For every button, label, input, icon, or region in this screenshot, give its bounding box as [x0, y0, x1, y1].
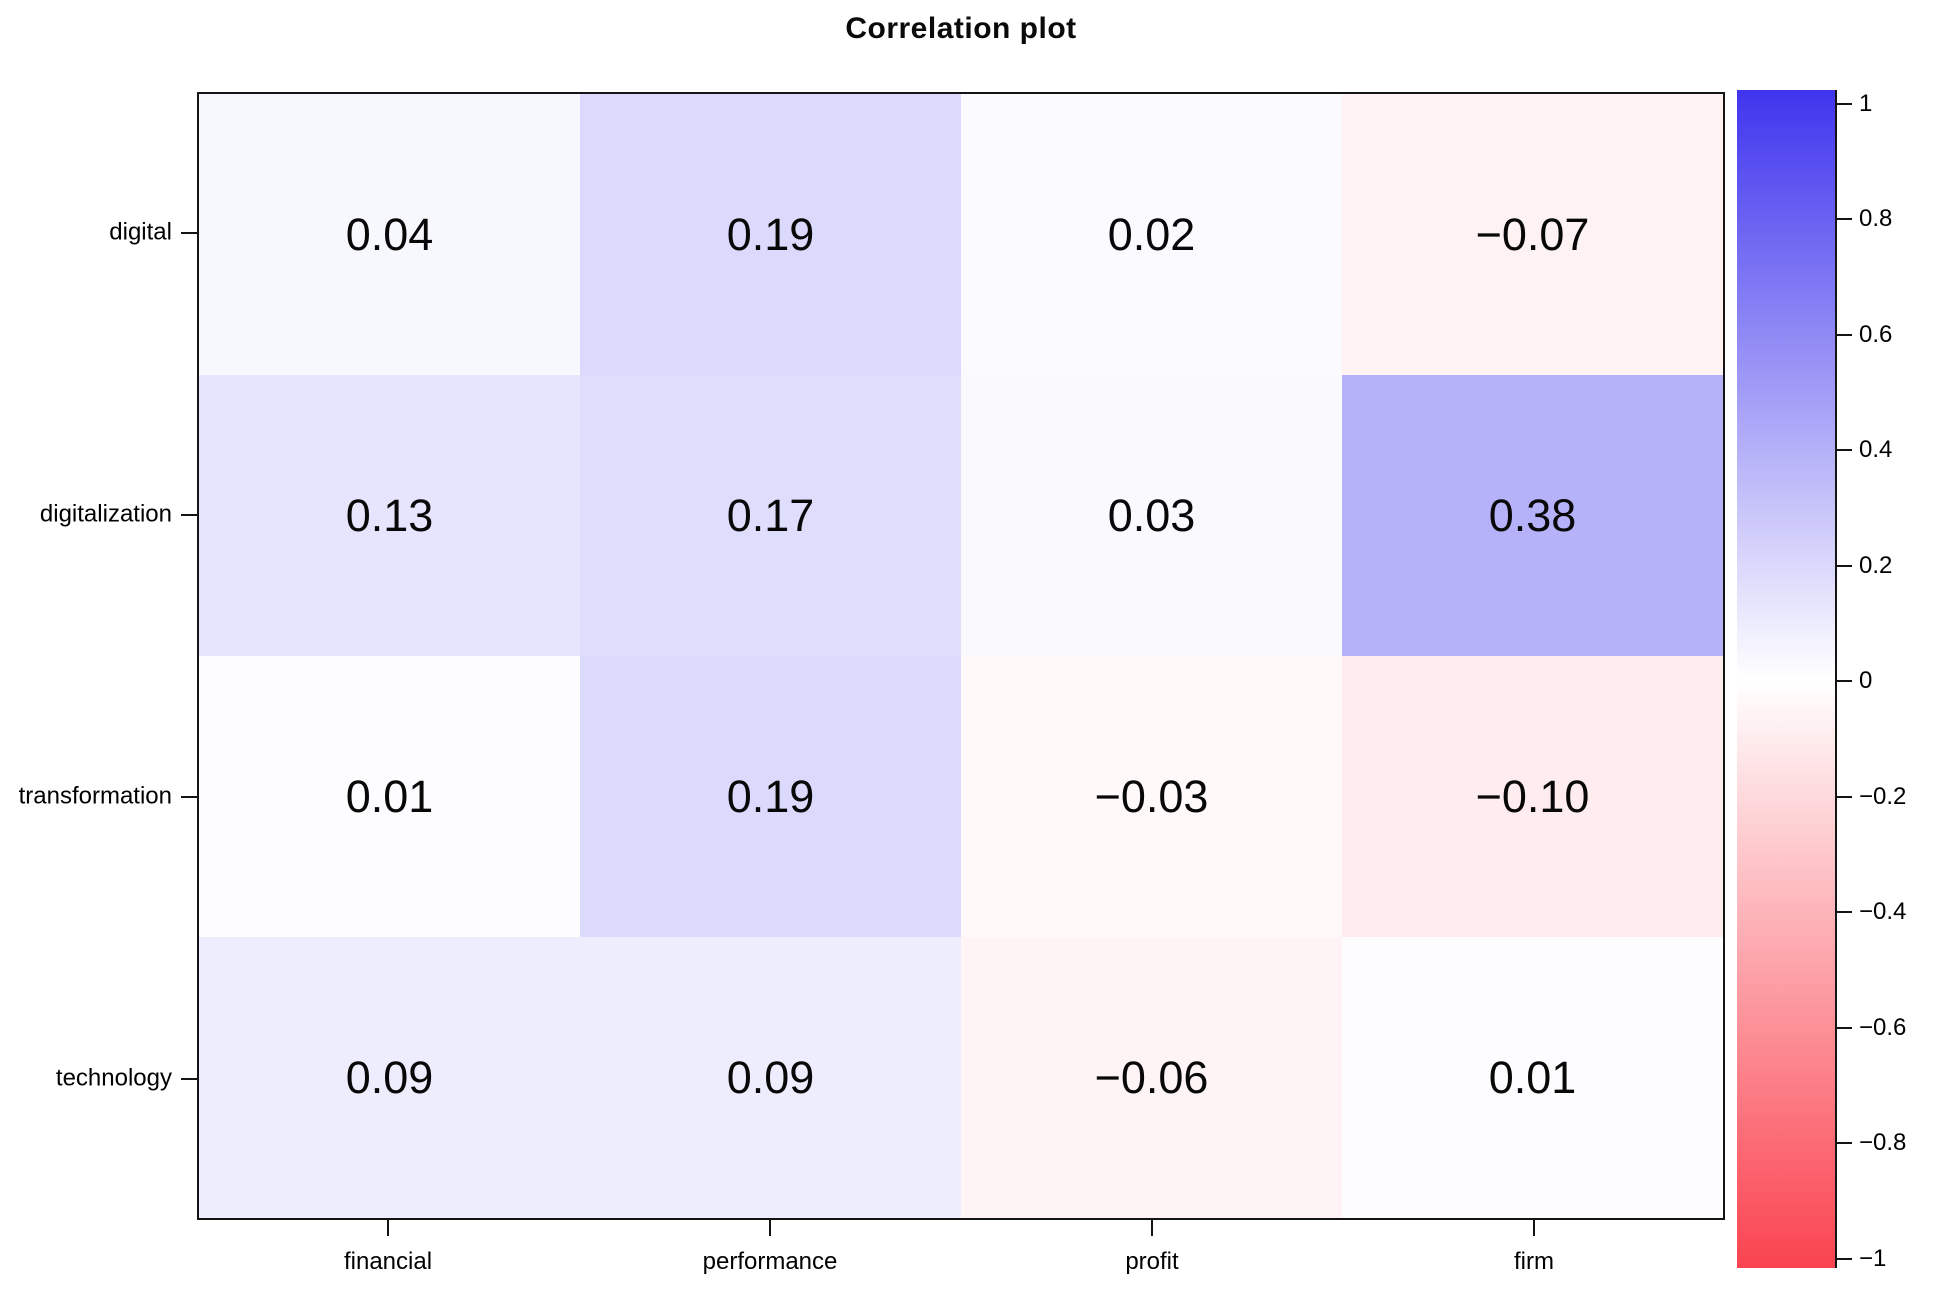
x-axis-tick — [1533, 1220, 1535, 1236]
colorbar-tick-label: 0.2 — [1859, 551, 1893, 579]
heatmap-cell: −0.03 — [961, 656, 1342, 937]
heatmap-cell: 0.19 — [580, 94, 961, 375]
colorbar-tick — [1837, 218, 1852, 221]
x-axis-tick — [769, 1220, 771, 1236]
colorbar-tick-label: 0.8 — [1859, 205, 1893, 233]
colorbar-tick — [1837, 102, 1852, 105]
y-axis-tick — [181, 514, 197, 516]
heatmap-cell: −0.06 — [961, 937, 1342, 1218]
colorbar-tick — [1837, 680, 1852, 683]
heatmap-cell: 0.01 — [1342, 937, 1723, 1218]
colorbar-tick — [1837, 564, 1852, 567]
x-axis-label: financial — [343, 1248, 433, 1275]
colorbar-tick-label: −1 — [1859, 1245, 1887, 1272]
colorbar-gradient — [1737, 90, 1837, 1268]
heatmap-cell: 0.09 — [199, 937, 580, 1218]
y-axis-label: digitalization — [39, 500, 172, 528]
colorbar-tick-label: 0.6 — [1859, 320, 1893, 348]
y-axis-tick — [181, 1078, 197, 1080]
heatmap-cell: 0.01 — [199, 656, 580, 937]
heatmap-cell: 0.03 — [961, 375, 1342, 656]
colorbar-tick — [1837, 1026, 1852, 1029]
heatmap-cell: −0.07 — [1342, 94, 1723, 375]
colorbar-tick — [1837, 1142, 1852, 1145]
y-axis-label: technology — [55, 1064, 172, 1092]
y-axis-label: digital — [109, 218, 172, 246]
x-axis-tick — [1151, 1220, 1153, 1236]
colorbar-tick — [1837, 449, 1852, 452]
x-axis-label: profit — [1125, 1248, 1179, 1275]
heatmap-cell: 0.13 — [199, 375, 580, 656]
colorbar-tick — [1837, 795, 1852, 798]
colorbar-tick-label: −0.8 — [1859, 1129, 1907, 1157]
heatmap-plot-area: 0.04 0.19 0.02 −0.07 0.13 0.17 0.03 0.38 0.01 0.1… — [197, 92, 1725, 1220]
y-axis-tick — [181, 232, 197, 234]
y-axis-tick — [181, 796, 197, 798]
heatmap-cell: −0.10 — [1342, 656, 1723, 937]
colorbar-tick — [1837, 1258, 1852, 1260]
heatmap-cell: 0.19 — [580, 656, 961, 937]
colorbar-tick-label: −0.2 — [1859, 782, 1907, 810]
heatmap-cell: 0.17 — [580, 375, 961, 656]
x-axis-label: performance — [702, 1248, 838, 1275]
colorbar-tick-label: 1 — [1859, 89, 1873, 117]
colorbar-tick — [1837, 333, 1852, 336]
y-axis-label: transformation — [18, 782, 172, 810]
x-axis-label: firm — [1514, 1248, 1554, 1275]
heatmap-cell: 0.04 — [199, 94, 580, 375]
chart-title: Correlation plot — [845, 12, 1077, 45]
colorbar-tick-label: −0.4 — [1859, 898, 1907, 926]
heatmap-cell: 0.02 — [961, 94, 1342, 375]
colorbar-tick-label: −0.6 — [1859, 1013, 1907, 1041]
x-axis-tick — [387, 1220, 389, 1236]
colorbar-tick-label: 0.4 — [1859, 436, 1893, 464]
heatmap-cell: 0.38 — [1342, 375, 1723, 656]
colorbar-tick-label: 0 — [1859, 667, 1873, 695]
heatmap-cell: 0.09 — [580, 937, 961, 1218]
colorbar-tick — [1837, 911, 1852, 914]
